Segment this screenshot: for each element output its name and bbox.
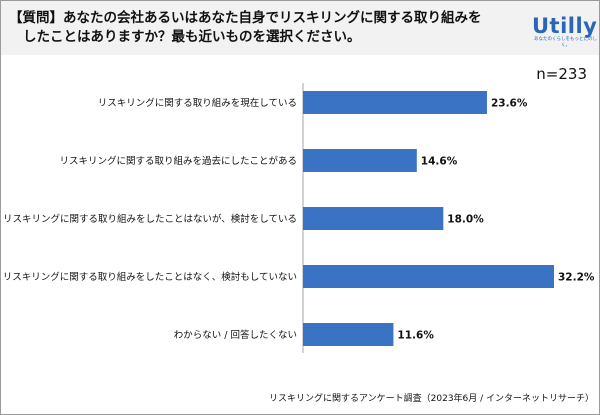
value-label-1: 23.6% <box>491 98 528 110</box>
logo-wordmark: Utilly <box>532 14 598 38</box>
question-title: 【質問】あなたの会社あるいはあなた自身でリスキリングに関する取り組みを したこと… <box>9 9 509 47</box>
question-line-2: したことはありますか？最も近いものを選択ください。 <box>23 29 361 45</box>
category-label-2: リスキリングに関する取り組みを過去にしたことがある <box>59 155 297 167</box>
logo-tagline: あなたのくらしをもっとたのしく。 <box>534 37 597 48</box>
category-label-1: リスキリングに関する取り組みを現在している <box>98 97 297 109</box>
value-label-5: 11.6% <box>397 330 434 342</box>
question-line-1: 【質問】あなたの会社あるいはあなた自身でリスキリングに関する取り組みを <box>9 10 482 26</box>
value-label-3: 18.0% <box>447 214 484 226</box>
bar-3 <box>303 207 444 230</box>
bar-1 <box>303 91 487 114</box>
bar-4 <box>303 265 554 288</box>
category-label-5: わからない / 回答したくない <box>174 329 297 341</box>
category-label-3: リスキリングに関する取り組みをしたことはないが、検討をしている <box>3 213 297 225</box>
category-label-4: リスキリングに関する取り組みをしたことはなく、検討もしていない <box>3 271 297 283</box>
value-label-2: 14.6% <box>421 156 458 168</box>
utilly-logo: Utilly あなたのくらしをもっとたのしく。 <box>532 15 599 48</box>
question-header: 【質問】あなたの会社あるいはあなた自身でリスキリングに関する取り組みを したこと… <box>1 1 599 55</box>
sample-size: n=233 <box>536 65 587 83</box>
bar-2 <box>303 149 417 172</box>
source-note: リスキリングに関するアンケート調査（2023年6月 / インターネットリサーチ） <box>269 394 595 404</box>
value-label-4: 32.2% <box>558 272 595 284</box>
bar-5 <box>303 323 394 346</box>
